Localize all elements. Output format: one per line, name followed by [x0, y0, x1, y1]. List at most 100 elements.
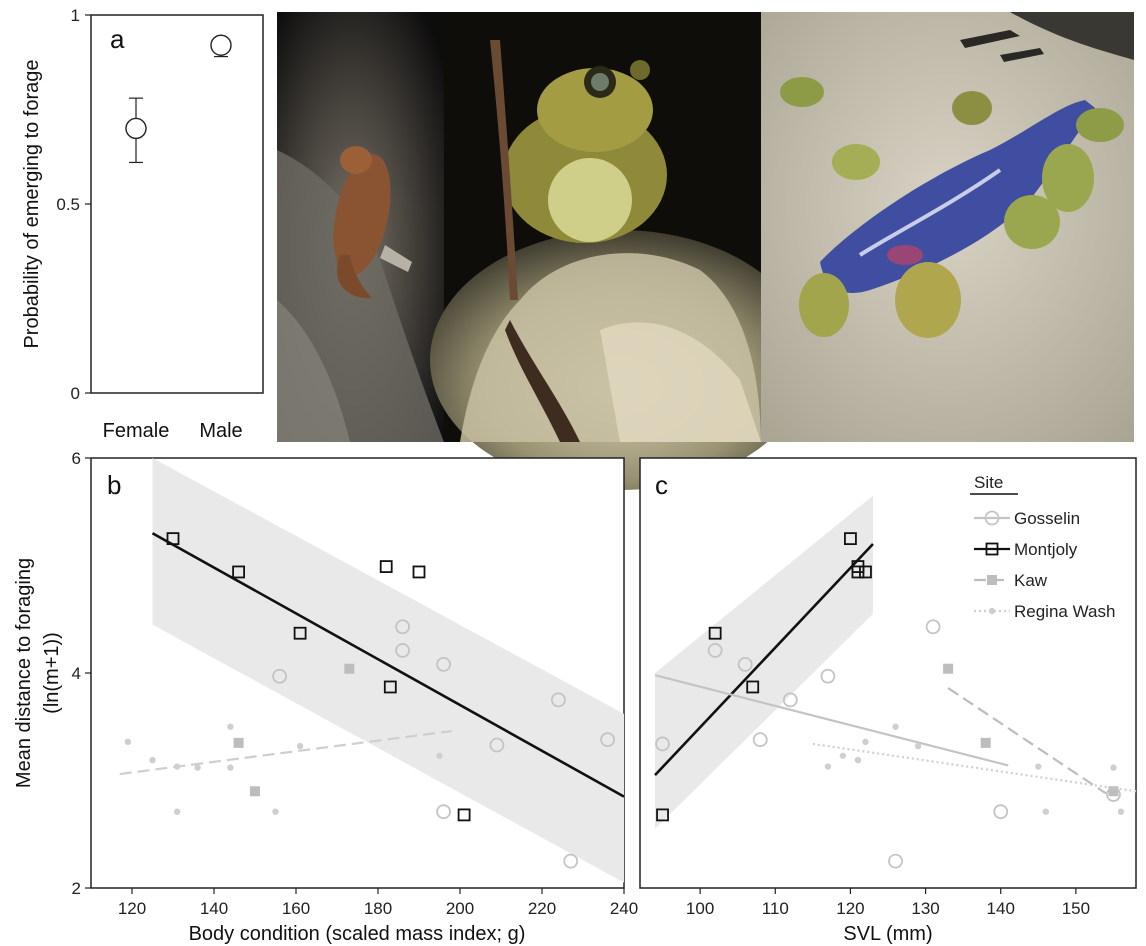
xtick-label: 140 [200, 899, 228, 918]
point-montjoly [656, 808, 669, 822]
xtick-label: 120 [118, 899, 146, 918]
xtick-label: 220 [528, 899, 556, 918]
xtick-label: 120 [836, 899, 864, 918]
ytick-label: 6 [72, 449, 81, 468]
xtick-label: 160 [282, 899, 310, 918]
toad-on-rock-photo [277, 12, 444, 442]
fit-line-montjoly [151, 532, 625, 798]
panel-a: a Probability of emerging to forage 00.5… [21, 6, 264, 442]
panel-b-yticks: 2 4 6 [72, 449, 91, 898]
point-gosselin [888, 853, 903, 869]
point-regina-wash [1117, 808, 1125, 815]
panel-c-fit-lines [654, 543, 1137, 795]
panel-c-ci-band [655, 495, 873, 829]
panel-a-yticks: 00.51 [56, 6, 91, 403]
point-montjoly [412, 565, 426, 579]
point-kaw [1108, 786, 1119, 797]
point-regina-wash [227, 723, 234, 730]
panel-a-category-label: Female [103, 420, 170, 442]
point-montjoly [293, 626, 307, 640]
point-regina-wash [272, 808, 279, 815]
ytick-label: 2 [72, 879, 81, 898]
panel-a-label: a [110, 24, 125, 54]
point-gosselin [272, 668, 288, 684]
point-kaw [943, 663, 954, 674]
point-montjoly [851, 565, 865, 579]
panel-c-label: c [655, 470, 668, 500]
legend-item-regina-wash: Regina Wash [974, 602, 1115, 621]
point-montjoly [232, 565, 246, 579]
legend-marker [987, 575, 997, 585]
toads-around-fish-photo [761, 12, 1134, 442]
xtick-label: 200 [446, 899, 474, 918]
panel-c-marks [655, 532, 1125, 869]
point-regina-wash [892, 723, 899, 730]
legend-label: Montjoly [1014, 540, 1078, 559]
ci-band-montjoly [655, 495, 873, 829]
point-gosselin [752, 732, 768, 748]
point-montjoly [379, 560, 393, 573]
panel-c: 100 110 120 130 140 150 c SVL (mm) Site Gosse… [639, 457, 1137, 945]
point-gosselin [993, 804, 1009, 820]
point-gosselin [925, 619, 941, 635]
panel-c-xticks: 100 110 120 130 140 150 [686, 888, 1090, 918]
point-regina-wash [149, 756, 156, 764]
point-montjoly [844, 532, 857, 546]
point-gosselin [395, 643, 411, 658]
legend-label: Regina Wash [1014, 602, 1115, 621]
xtick-label: 130 [911, 899, 939, 918]
panel-a-frame [90, 14, 264, 394]
point-montjoly [383, 680, 397, 694]
point-montjoly [746, 680, 760, 694]
point-gosselin [737, 657, 753, 672]
panel-a-ytick-label: 0 [71, 384, 80, 403]
point-regina-wash [296, 742, 304, 750]
toad-icon [780, 77, 1124, 338]
point-regina-wash [227, 764, 234, 771]
point-gosselin [600, 732, 615, 748]
point-gosselin [563, 853, 579, 869]
point-regina-wash [173, 808, 181, 815]
panel-b-ylabel2: (ln(m+1)) [41, 632, 63, 714]
panel-b: 2 4 6 120 140 160 180 200 220 240 b Body conditi… [13, 449, 638, 945]
panel-a-marks [125, 34, 232, 164]
point-regina-wash [854, 756, 862, 764]
panel-a-category-label: Male [199, 420, 242, 442]
point-gosselin [820, 668, 836, 684]
ytick-label: 4 [72, 664, 81, 683]
fit-line-montjoly [654, 543, 874, 777]
legend-marker [984, 510, 1000, 526]
point-kaw [344, 663, 355, 674]
point-female [125, 117, 147, 140]
point-gosselin [707, 643, 723, 658]
point-male [210, 34, 232, 56]
legend-item-gosselin: Gosselin [974, 509, 1080, 528]
legend-label: Gosselin [1014, 509, 1080, 528]
panel-b-xticks: 120 140 160 180 200 220 240 [118, 888, 638, 918]
legend-marker [988, 607, 996, 615]
panel-b-xlabel: Body condition (scaled mass index; g) [189, 923, 526, 945]
point-gosselin [655, 736, 670, 752]
toad-icon [333, 146, 412, 299]
point-gosselin [436, 804, 452, 820]
xtick-label: 180 [364, 899, 392, 918]
legend-item-kaw: Kaw [974, 571, 1048, 590]
point-regina-wash [862, 738, 869, 745]
legend: Site Gosselin Montjoly Kaw Regina Wash [970, 473, 1115, 621]
legend-marker [985, 542, 999, 556]
point-kaw [233, 737, 244, 748]
panel-a-ytick-label: 1 [71, 6, 80, 25]
point-regina-wash [173, 763, 181, 770]
point-montjoly [859, 565, 872, 579]
xtick-label: 150 [1062, 899, 1090, 918]
panel-b-ylabel: Mean distance to foraging [13, 558, 35, 788]
panel-a-xticks: Female Male [103, 420, 243, 442]
point-gosselin [1106, 787, 1121, 802]
point-gosselin [395, 619, 411, 635]
point-montjoly [708, 626, 722, 640]
panel-a-ytick-label: 0.5 [56, 195, 80, 214]
point-regina-wash [436, 752, 443, 759]
point-regina-wash [1110, 764, 1117, 771]
point-regina-wash [124, 738, 132, 745]
